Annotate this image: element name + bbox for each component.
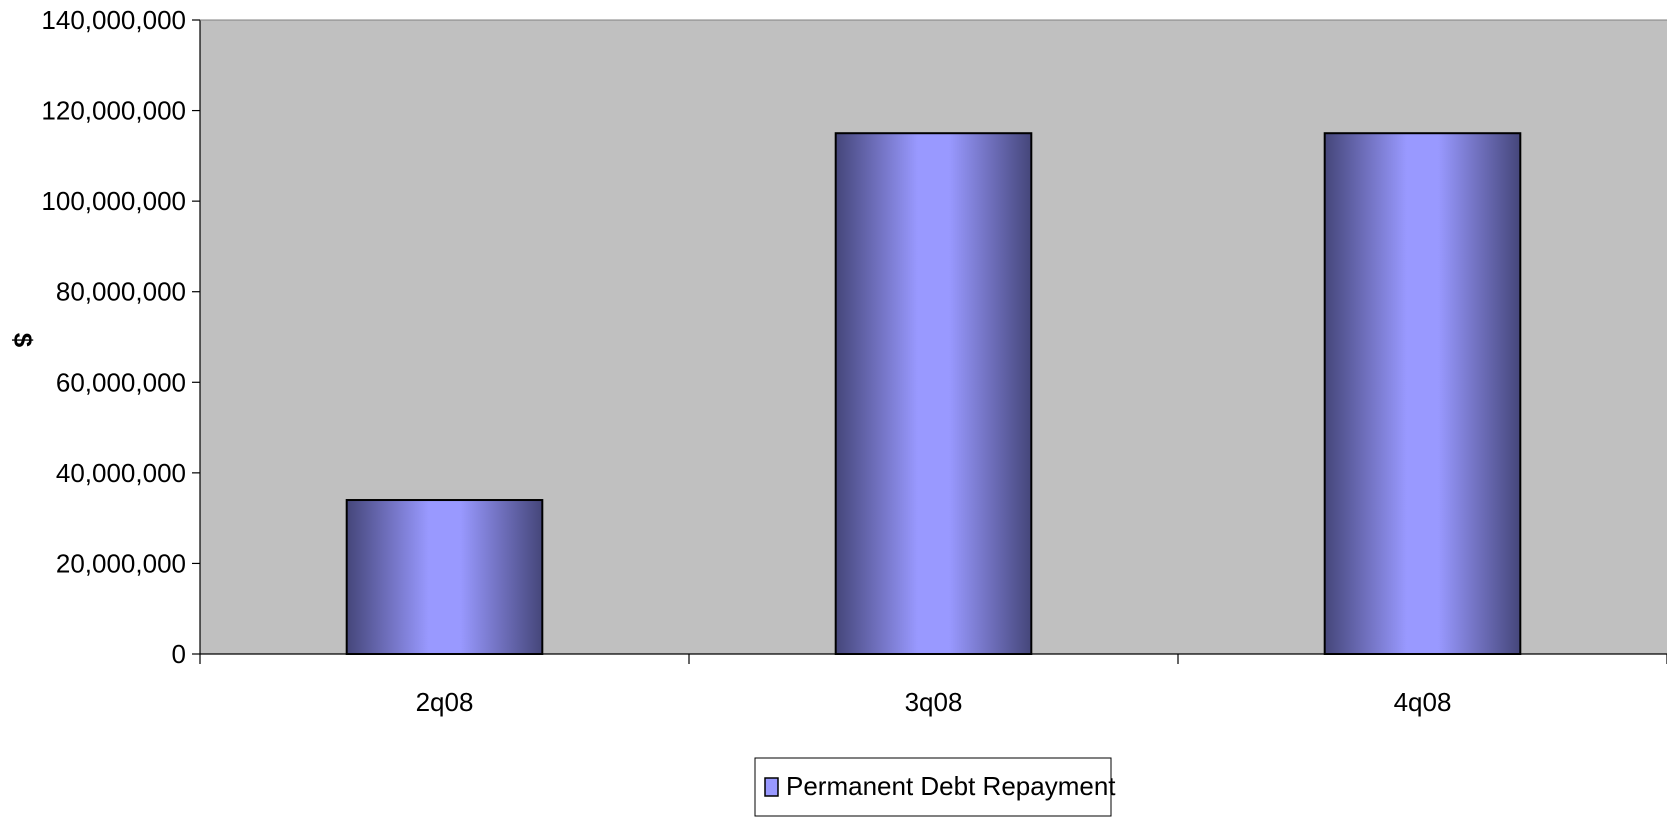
x-tick-label: 3q08 — [905, 687, 963, 717]
bars — [345, 132, 1522, 655]
bar-4q08 — [1323, 132, 1522, 655]
y-tick-label: 140,000,000 — [41, 5, 186, 35]
legend-box — [754, 757, 1112, 817]
y-tick-label: 80,000,000 — [56, 277, 186, 307]
x-tick-label: 4q08 — [1394, 687, 1452, 717]
legend-label: Permanent Debt Repayment — [786, 771, 1116, 801]
y-tick-label: 100,000,000 — [41, 186, 186, 216]
legend: Permanent Debt Repayment — [754, 757, 1116, 817]
x-tick-label: 2q08 — [416, 687, 474, 717]
y-axis-label: $ — [8, 333, 38, 348]
y-tick-label: 40,000,000 — [56, 458, 186, 488]
bar-3q08 — [834, 132, 1033, 655]
bar-2q08 — [345, 499, 544, 655]
y-tick-label: 20,000,000 — [56, 548, 186, 578]
legend-swatch — [764, 777, 779, 797]
y-tick-label: 120,000,000 — [41, 96, 186, 126]
y-tick-label: 60,000,000 — [56, 367, 186, 397]
y-tick-label: 0 — [172, 639, 186, 669]
axes: 0 20,000,000 40,000,000 60,000,000 80,000,00… — [41, 5, 1667, 717]
